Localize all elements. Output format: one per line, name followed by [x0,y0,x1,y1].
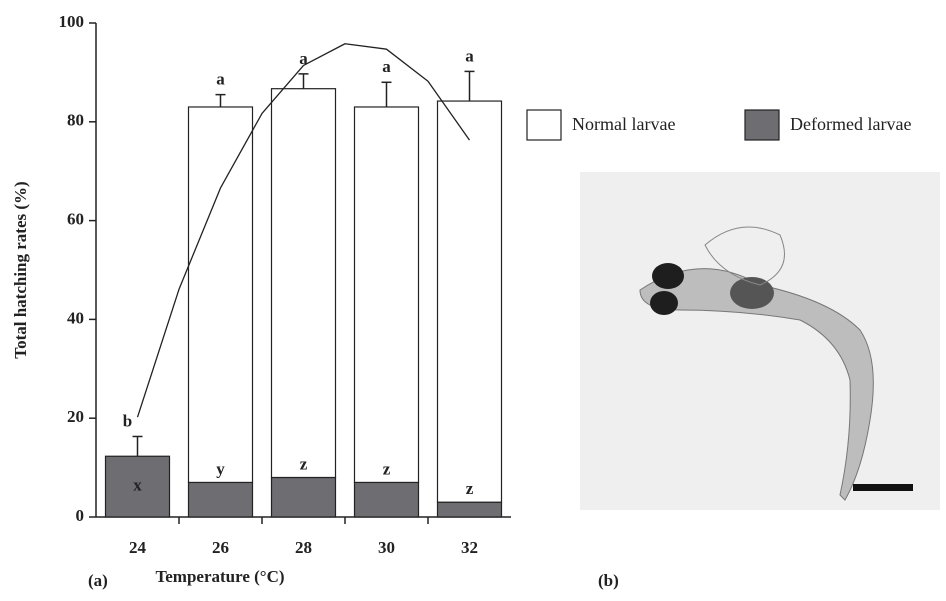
legend: Normal larvae Deformed larvae [527,110,911,140]
y-tick-label: 40 [67,308,84,327]
photo-glow [580,172,940,510]
significance-letter: z [300,454,308,473]
larva-eye [652,263,684,289]
significance-letter: z [383,459,391,478]
y-tick-label: 80 [67,111,84,130]
significance-letter: a [382,57,391,76]
significance-letter: x [133,476,142,495]
bar-segment [189,482,253,517]
significance-letter: a [216,70,225,89]
legend-swatch [745,110,779,140]
larva-eye [650,291,678,315]
x-axis-title: Temperature (°C) [155,567,284,586]
x-tick-label: 26 [212,538,229,557]
bar-segment [355,482,419,517]
legend-label: Normal larvae [572,114,675,134]
bar-segment [272,89,336,478]
y-tick-label: 0 [76,506,85,525]
x-tick-label: 30 [378,538,395,557]
panel-label: (b) [598,571,619,590]
page: {"chart_data": { "type": "stacked_bar", … [0,0,946,601]
x-tick-label: 28 [295,538,312,557]
bar-segment [272,477,336,517]
bar-segment [438,101,502,502]
scale-bar [853,484,913,491]
significance-letter: y [216,459,225,478]
y-axis-title: Total hatching rates (%) [11,181,30,358]
significance-letter: z [466,479,474,498]
y-tick-label: 60 [67,210,84,229]
legend-label: Deformed larvae [790,114,911,134]
significance-letter: a [465,46,474,65]
y-tick-label: 20 [67,407,84,426]
bar-segment [189,107,253,482]
significance-letter: b [123,411,132,430]
legend-swatch [527,110,561,140]
panel-label: (a) [88,571,108,590]
photo [580,172,940,510]
figure: Temperature (°C) Total hatching rates (%… [0,0,946,596]
bar-segment [438,502,502,517]
bar-segment [355,107,419,482]
x-tick-label: 24 [129,538,147,557]
x-tick-label: 32 [461,538,478,557]
y-tick-label: 100 [59,12,85,31]
